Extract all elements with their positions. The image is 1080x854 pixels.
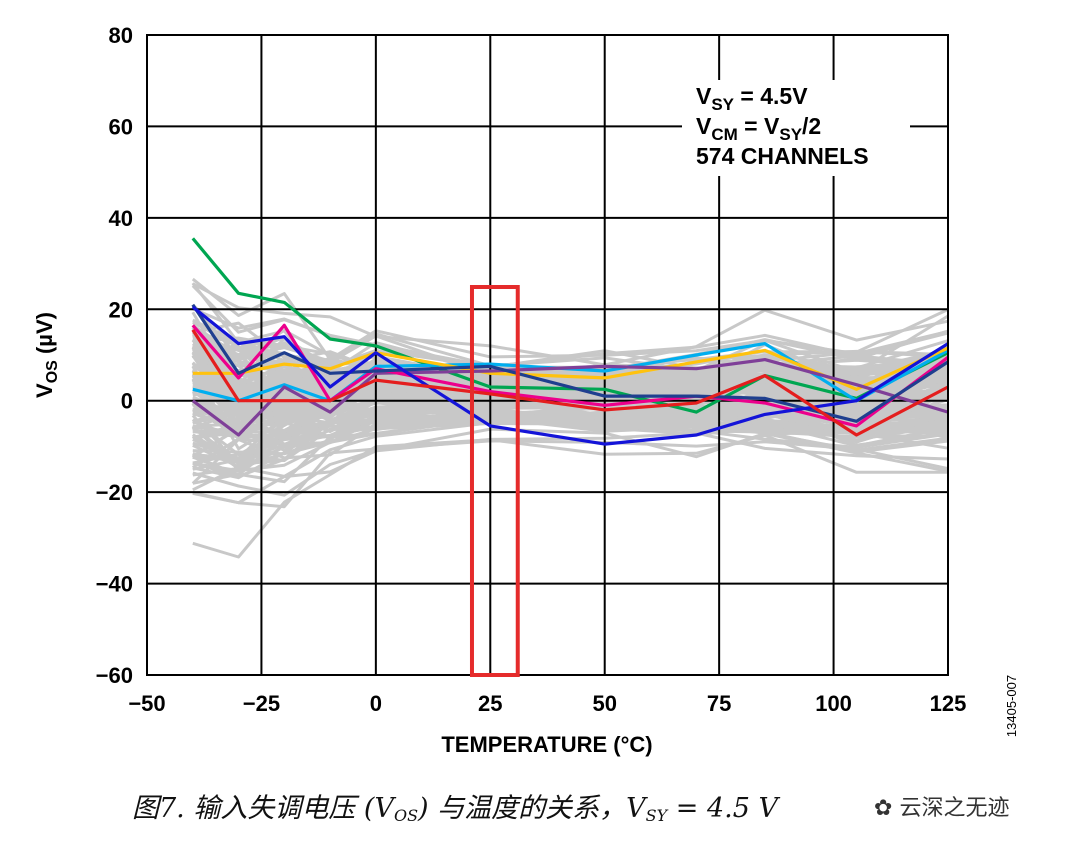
- y-axis-title: VOS (µV): [32, 312, 61, 398]
- series-line: [191, 329, 949, 437]
- highlighted-series: [191, 237, 949, 446]
- annotation-vcm: VCM = VSY/2: [696, 113, 821, 144]
- series-line: [191, 358, 949, 437]
- y-tick-label: 40: [109, 206, 133, 231]
- y-tick-label: −60: [96, 663, 133, 688]
- highlight-box-25c: [469, 285, 520, 677]
- y-axis-ticks: −60 −40 −20 0 20 40 60 80: [96, 23, 133, 688]
- x-tick-label: 50: [592, 691, 616, 716]
- x-tick-label: −25: [243, 691, 280, 716]
- x-tick-label: −50: [128, 691, 165, 716]
- annotation-vsy: VSY = 4.5V: [696, 83, 808, 114]
- series-line: [191, 237, 949, 414]
- x-tick-label: 125: [930, 691, 967, 716]
- y-tick-label: 0: [121, 389, 133, 414]
- x-axis-title: TEMPERATURE (°C): [441, 732, 652, 757]
- vos-temperature-chart: −60 −40 −20 0 20 40 60 80 −50 −25 0 25 50 75 100 125 V…: [32, 23, 1019, 757]
- watermark: ✿ 云深之无迹: [868, 790, 1016, 822]
- plot-frame: [146, 34, 949, 676]
- figure-code: 13405-007: [1004, 675, 1019, 737]
- x-tick-label: 75: [707, 691, 731, 716]
- x-tick-label: 0: [370, 691, 382, 716]
- wechat-icon: ✿: [874, 796, 900, 821]
- y-tick-label: 20: [109, 297, 133, 322]
- figure-caption: 图7. 输入失调电压 (VOS) 与温度的关系，VSY = 4.5 V: [132, 793, 779, 825]
- annotation-background: [682, 80, 910, 176]
- y-tick-label: −20: [96, 480, 133, 505]
- y-tick-label: 80: [109, 23, 133, 48]
- series-line: [191, 303, 949, 423]
- y-tick-label: 60: [109, 114, 133, 139]
- x-axis-ticks: −50 −25 0 25 50 75 100 125: [128, 691, 966, 716]
- annotation-channels: 574 CHANNELS: [696, 143, 869, 169]
- series-line: [192, 346, 949, 391]
- x-tick-label: 25: [478, 691, 502, 716]
- x-tick-label: 100: [815, 691, 852, 716]
- y-tick-label: −40: [96, 572, 133, 597]
- series-line: [191, 305, 949, 446]
